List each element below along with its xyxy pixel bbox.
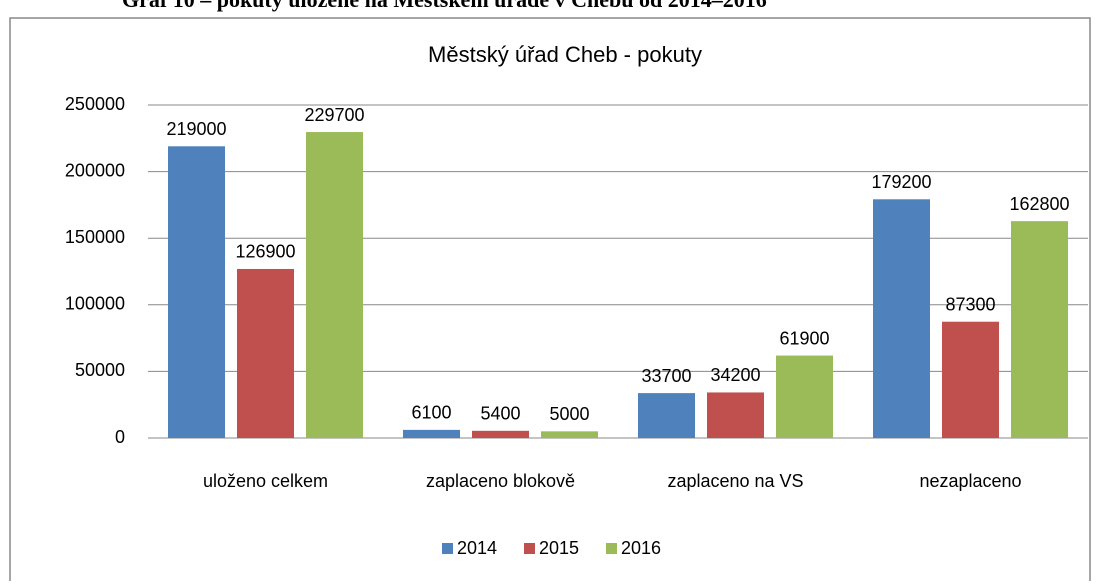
data-label: 87300 (945, 294, 995, 314)
data-label: 219000 (166, 119, 226, 139)
bar (403, 429, 460, 438)
y-tick-label: 200000 (65, 160, 125, 180)
data-label: 229700 (304, 105, 364, 125)
legend-swatch (606, 543, 617, 554)
legend-label: 2016 (621, 538, 661, 558)
bar (776, 355, 833, 438)
y-tick-label: 0 (115, 427, 125, 447)
caption: Graf 10 – pokuty uložené na Městském úřa… (122, 0, 767, 12)
x-tick-label: zaplaceno blokově (426, 471, 575, 491)
bar (942, 321, 999, 438)
bar (168, 146, 225, 439)
legend-label: 2015 (539, 538, 579, 558)
bar (638, 393, 695, 438)
data-label: 5000 (549, 404, 589, 424)
bar (237, 268, 294, 438)
bar (541, 431, 598, 438)
chart-title: Městský úřad Cheb - pokuty (428, 42, 702, 67)
data-label: 61900 (779, 328, 829, 348)
data-label: 179200 (871, 172, 931, 192)
x-tick-label: zaplaceno na VS (667, 471, 803, 491)
data-label: 162800 (1009, 194, 1069, 214)
legend-swatch (442, 543, 453, 554)
bar (1011, 221, 1068, 438)
y-tick-label: 100000 (65, 294, 125, 314)
y-tick-label: 150000 (65, 227, 125, 247)
data-label: 5400 (480, 404, 520, 424)
bar (306, 132, 363, 438)
bar (472, 430, 529, 438)
x-tick-label: nezaplaceno (919, 471, 1021, 491)
data-label: 6100 (411, 403, 451, 423)
bar (873, 199, 930, 438)
y-tick-label: 50000 (75, 360, 125, 380)
y-tick-label: 250000 (65, 94, 125, 114)
x-tick-label: uloženo celkem (203, 471, 328, 491)
data-label: 33700 (641, 366, 691, 386)
data-label: 34200 (710, 365, 760, 385)
legend-swatch (524, 543, 535, 554)
data-label: 126900 (235, 242, 295, 262)
bar (707, 392, 764, 438)
legend-label: 2014 (457, 538, 497, 558)
